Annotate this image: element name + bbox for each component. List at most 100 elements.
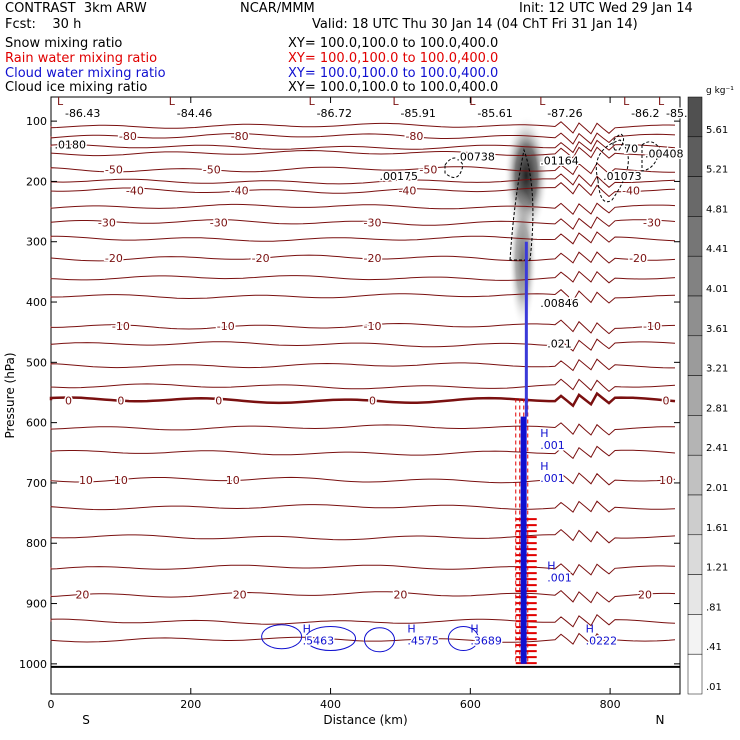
isotherm-label: -40 bbox=[231, 184, 249, 197]
low-value-label: -86.43 bbox=[65, 107, 100, 120]
isotherm-label: -80 bbox=[405, 130, 423, 143]
isotherm-line bbox=[50, 358, 675, 372]
cloud-value-label: .001 bbox=[540, 439, 565, 452]
isotherm-label: 10 bbox=[226, 474, 240, 487]
isotherm-label: -20 bbox=[252, 252, 270, 265]
isotherm-label: 20 bbox=[75, 589, 89, 602]
isotherm-label: 10 bbox=[114, 474, 128, 487]
y-axis-title: Pressure (hPa) bbox=[3, 352, 17, 438]
low-marker: L bbox=[57, 95, 64, 108]
high-marker: H bbox=[303, 623, 311, 636]
field-name-rain: Rain water mixing ratio bbox=[5, 51, 158, 66]
isotherm-label: -10 bbox=[112, 320, 130, 333]
snow-value-label: .021 bbox=[547, 337, 572, 350]
low-marker: L bbox=[469, 95, 476, 108]
low-value-label: -85.61 bbox=[477, 107, 512, 120]
isotherm-label: -20 bbox=[364, 252, 382, 265]
snow-value-label: .00408 bbox=[645, 147, 684, 160]
isotherm-label: 0 bbox=[663, 394, 670, 407]
low-value-label: -86.2 bbox=[631, 107, 659, 120]
colorbar-label: 1.21 bbox=[706, 563, 728, 574]
north-label: N bbox=[656, 713, 665, 727]
field-name-snow: Snow mixing ratio bbox=[5, 36, 123, 51]
isotherm-label: 20 bbox=[233, 589, 247, 602]
colorbar-segment bbox=[687, 454, 703, 496]
y-tick-label: 100 bbox=[26, 115, 47, 128]
isotherm-line bbox=[50, 146, 676, 159]
low-marker: L bbox=[623, 95, 630, 108]
isotherm-line bbox=[50, 173, 676, 188]
cloud-value-label: .0222 bbox=[586, 635, 618, 648]
low-marker: L bbox=[539, 95, 546, 108]
cloud-value-label: .5463 bbox=[303, 635, 335, 648]
isotherm-label: -20 bbox=[629, 252, 647, 265]
cloud-water-column bbox=[520, 416, 527, 664]
low-value-label: -85.91 bbox=[400, 107, 435, 120]
field-xy-rain: XY= 100.0,100.0 to 100.0,400.0 bbox=[288, 51, 499, 66]
isotherm-label: -80 bbox=[119, 130, 137, 143]
low-marker: L bbox=[309, 95, 316, 108]
low-value-label: -84.46 bbox=[177, 107, 212, 120]
colorbar-segment bbox=[687, 614, 703, 655]
org-label: NCAR/MMM bbox=[240, 1, 315, 16]
isotherm-label: 20 bbox=[393, 589, 407, 602]
cloud-water-blob bbox=[363, 627, 395, 653]
isotherm-label: -50 bbox=[419, 163, 437, 176]
isotherm-line bbox=[50, 162, 675, 176]
isotherm-label: -30 bbox=[364, 216, 382, 229]
snow-contour bbox=[595, 139, 629, 203]
colorbar-label: 5.61 bbox=[706, 125, 728, 136]
isotherm-label: 10 bbox=[659, 474, 673, 487]
isotherm-label: -10 bbox=[364, 320, 382, 333]
low-marker: L bbox=[169, 95, 176, 108]
y-tick-label: 300 bbox=[26, 236, 47, 249]
y-tick-label: 700 bbox=[26, 477, 47, 490]
y-tick-label: 200 bbox=[26, 175, 47, 188]
y-tick-label: 500 bbox=[26, 356, 47, 369]
field-name-cloud-water: Cloud water mixing ratio bbox=[5, 66, 166, 81]
snow-contour bbox=[509, 148, 534, 261]
snow-value-label: .00738 bbox=[456, 150, 495, 163]
isotherm-line bbox=[50, 445, 676, 460]
colorbar-segment bbox=[687, 653, 703, 695]
colorbar-label: 2.41 bbox=[706, 443, 728, 454]
plot-frame bbox=[50, 96, 681, 695]
colorbar-label: 4.01 bbox=[706, 284, 728, 295]
cloud-water-blob bbox=[261, 624, 303, 650]
snow-value-label: 70 bbox=[624, 142, 638, 155]
high-marker: H bbox=[586, 623, 594, 636]
colorbar-segment bbox=[687, 176, 703, 217]
isotherm-label: -50 bbox=[203, 163, 221, 176]
field-xy-snow: XY= 100.0,100.0 to 100.0,400.0 bbox=[288, 36, 499, 51]
cloud-water-column-upper bbox=[524, 241, 528, 417]
snow-value-label: .0180 bbox=[54, 138, 86, 151]
isotherm-label: -40 bbox=[126, 184, 144, 197]
colorbar-label: 4.41 bbox=[706, 244, 728, 255]
isotherm-line bbox=[50, 251, 676, 264]
high-marker: H bbox=[470, 623, 478, 636]
snow-value-label: .01073 bbox=[603, 170, 642, 183]
low-marker: L bbox=[658, 95, 665, 108]
colorbar-label: 2.01 bbox=[706, 483, 728, 494]
isotherm-label: -20 bbox=[105, 252, 123, 265]
isotherm-label: 0 bbox=[117, 394, 124, 407]
cloud-water-blob bbox=[305, 626, 357, 652]
field-name-cloud-ice: Cloud ice mixing ratio bbox=[5, 80, 148, 95]
colorbar-label: 4.81 bbox=[706, 204, 728, 215]
isotherm-line bbox=[50, 202, 676, 215]
valid-time: Valid: 18 UTC Thu 30 Jan 14 (04 ChT Fri … bbox=[312, 17, 638, 32]
y-tick-label: 600 bbox=[26, 417, 47, 430]
field-xy-cloud-water: XY= 100.0,100.0 to 100.0,400.0 bbox=[288, 66, 499, 81]
isotherm-line bbox=[50, 121, 676, 135]
isotherm-line bbox=[50, 500, 676, 513]
isotherm-label: -40 bbox=[622, 184, 640, 197]
colorbar-label: 3.21 bbox=[706, 364, 728, 375]
colorbar-segment bbox=[687, 216, 703, 257]
isotherm-label: 10 bbox=[79, 474, 93, 487]
isotherm-line bbox=[50, 319, 676, 335]
colorbar-label: 5.21 bbox=[706, 165, 728, 176]
colorbar-segment bbox=[687, 255, 703, 297]
isotherm-line bbox=[50, 614, 676, 628]
colorbar-segment bbox=[687, 534, 703, 575]
colorbar-segment bbox=[687, 375, 703, 416]
